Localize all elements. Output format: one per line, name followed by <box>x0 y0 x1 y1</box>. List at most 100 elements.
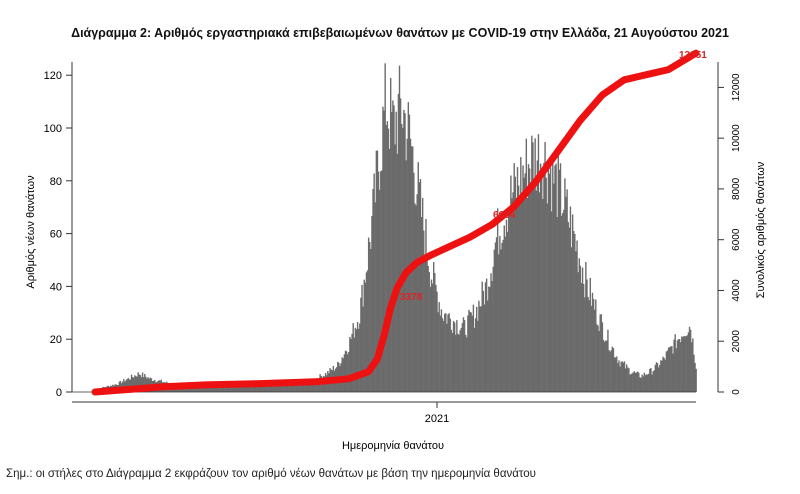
bar <box>200 386 202 392</box>
bar <box>125 380 127 392</box>
bar <box>645 374 648 392</box>
bar <box>662 356 664 392</box>
bar <box>267 384 269 392</box>
bar <box>289 381 292 392</box>
bar <box>313 380 316 392</box>
bar <box>298 384 300 392</box>
bar <box>593 309 596 392</box>
bar <box>430 279 433 392</box>
bar <box>564 178 566 392</box>
bar <box>544 142 546 392</box>
bar <box>232 386 234 392</box>
bar <box>650 368 652 392</box>
bar <box>685 336 687 392</box>
bar <box>542 198 544 392</box>
bar <box>249 383 252 392</box>
bar <box>591 292 594 392</box>
bar <box>483 304 486 392</box>
bar <box>538 192 541 392</box>
bar <box>308 382 310 392</box>
bar <box>278 381 281 392</box>
bar <box>141 372 144 392</box>
bar <box>373 173 375 392</box>
bar <box>363 279 365 392</box>
bar <box>464 334 467 392</box>
bar <box>649 368 651 392</box>
bar <box>438 302 440 392</box>
bar <box>217 385 220 392</box>
bar <box>511 198 513 392</box>
bar <box>271 384 274 392</box>
bar <box>302 384 305 392</box>
bar <box>295 382 297 392</box>
bar <box>608 350 610 392</box>
bar <box>558 169 561 392</box>
bar <box>279 382 282 392</box>
bar <box>387 128 390 392</box>
bar <box>559 163 562 392</box>
bar <box>341 357 343 392</box>
bar <box>640 378 642 392</box>
bar <box>127 377 129 392</box>
bar <box>228 387 231 392</box>
bar <box>352 323 354 392</box>
bar <box>496 208 499 392</box>
bar <box>596 324 598 392</box>
bar <box>494 242 497 392</box>
bar <box>307 382 309 392</box>
bar <box>663 358 665 392</box>
bar <box>609 351 611 392</box>
bar <box>419 178 422 392</box>
bar <box>622 362 625 392</box>
bar <box>240 385 242 392</box>
bar <box>446 323 448 392</box>
bar <box>526 197 529 392</box>
bar <box>138 374 140 392</box>
bar <box>522 165 524 392</box>
bar <box>437 312 439 392</box>
bar <box>536 160 539 392</box>
bar <box>576 240 578 392</box>
bar <box>285 381 287 392</box>
bar <box>185 386 188 392</box>
bar <box>586 279 588 392</box>
bar <box>534 138 536 392</box>
bar <box>481 281 483 392</box>
bar <box>209 386 211 392</box>
bar <box>376 150 379 392</box>
bar <box>528 168 531 392</box>
bar <box>633 371 636 392</box>
bar <box>375 150 378 392</box>
bar <box>221 386 223 392</box>
bar <box>495 237 498 392</box>
bar <box>681 336 683 392</box>
bar <box>189 386 191 392</box>
bar <box>550 211 553 392</box>
bar <box>569 206 572 392</box>
bar <box>482 290 485 392</box>
bar <box>291 382 294 392</box>
bar <box>389 77 392 393</box>
bar <box>254 383 256 392</box>
bar <box>568 227 571 392</box>
bar <box>467 315 469 392</box>
bar <box>694 362 696 392</box>
bar <box>202 386 204 392</box>
bar <box>651 374 653 392</box>
bar <box>137 372 139 392</box>
bar <box>547 167 550 392</box>
bar <box>500 249 502 392</box>
bar <box>506 231 509 392</box>
bar <box>440 309 443 392</box>
bar <box>374 202 376 392</box>
bar <box>602 339 605 392</box>
bar <box>573 231 575 392</box>
bar <box>557 154 560 392</box>
bar <box>201 386 203 392</box>
bar <box>619 366 621 392</box>
bar <box>480 306 482 392</box>
bar <box>451 332 454 392</box>
bar <box>530 182 532 392</box>
bar <box>268 383 271 392</box>
bar <box>270 383 273 392</box>
